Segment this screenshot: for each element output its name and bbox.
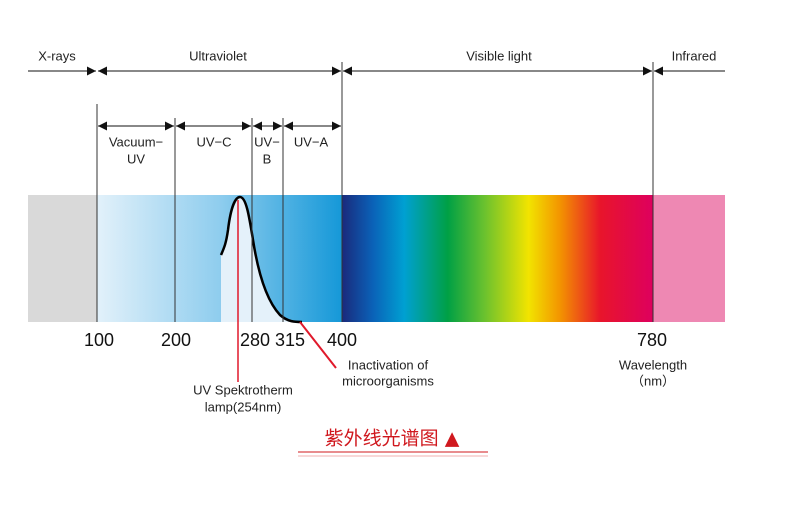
region-label: X-rays [38, 48, 76, 63]
wavelength-tick: 400 [327, 330, 357, 350]
band-label: UV− [254, 134, 280, 149]
region-label: Visible light [466, 48, 532, 63]
caption: 紫外线光谱图 ▲ [325, 428, 460, 450]
xray-band [28, 195, 97, 322]
annotation: Inactivation of [348, 357, 429, 372]
region-label: Ultraviolet [189, 48, 247, 63]
lamp-area [221, 197, 302, 322]
annotation: microorganisms [342, 373, 434, 388]
band-label: UV−A [294, 134, 329, 149]
wavelength-tick: 780 [637, 330, 667, 350]
band-label: B [263, 151, 272, 166]
band-label: UV [127, 151, 145, 166]
region-arrows [28, 66, 725, 131]
uv-band [97, 195, 342, 322]
axis-label: Wavelength [619, 357, 687, 372]
wavelength-tick: 315 [275, 330, 305, 350]
infrared-band [653, 195, 725, 322]
visible-band [342, 195, 653, 322]
lamp-curve [219, 195, 303, 324]
boundaries [96, 62, 654, 322]
wavelength-tick: 100 [84, 330, 114, 350]
region-label: Infrared [672, 48, 717, 63]
wavelength-tick: 200 [161, 330, 191, 350]
band-label: UV−C [196, 134, 231, 149]
band-label: Vacuum− [109, 134, 163, 149]
wavelength-tick: 280 [240, 330, 270, 350]
annotation: UV Spektrotherm [193, 382, 293, 397]
axis-label: （nm） [631, 373, 675, 388]
annotation: lamp(254nm) [205, 399, 282, 414]
pointer-line [299, 321, 337, 369]
